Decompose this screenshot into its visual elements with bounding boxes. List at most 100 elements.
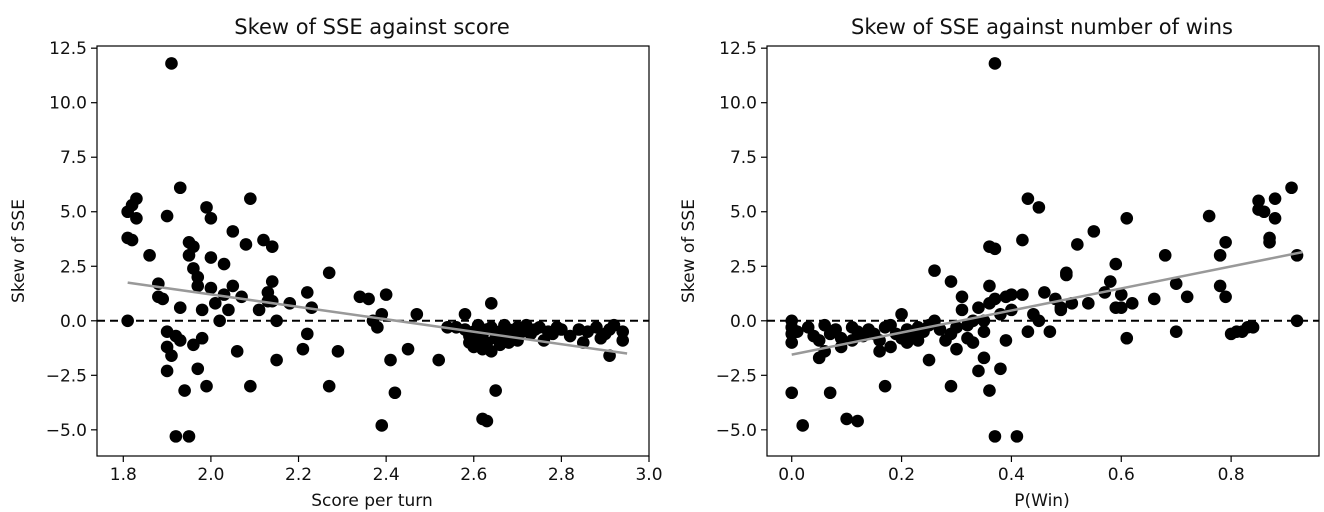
data-point — [834, 331, 848, 345]
data-point — [226, 279, 240, 293]
data-point — [362, 292, 375, 306]
data-point — [191, 270, 205, 284]
data-point — [616, 334, 630, 347]
data-point — [204, 251, 218, 264]
data-point — [983, 279, 996, 293]
data-point — [590, 321, 603, 334]
y-tick-label: 2.5 — [60, 257, 87, 277]
chart-left: Skew of SSE against score 1.8 2.0 2.2 2.4 2.… — [9, 15, 663, 511]
data-point — [480, 414, 494, 428]
x-axis-label: P(Win) — [1014, 491, 1069, 511]
data-point — [977, 351, 991, 365]
data-point — [401, 342, 415, 356]
data-point — [125, 233, 139, 247]
data-point — [1285, 181, 1298, 195]
data-point — [555, 323, 568, 336]
trend-line — [791, 250, 1303, 356]
data-point — [265, 275, 279, 288]
data-point — [966, 336, 980, 349]
data-point — [563, 329, 577, 343]
data-point — [191, 362, 205, 376]
data-point — [252, 303, 266, 317]
data-point — [1219, 290, 1232, 304]
data-point — [1021, 192, 1035, 205]
x-ticks: 1.8 2.0 2.2 2.4 2.6 2.8 3.0 — [110, 456, 663, 485]
y-tick-label: −2.5 — [46, 366, 87, 386]
data-point — [1246, 321, 1260, 334]
x-ticks: 0.0 0.2 0.4 0.6 0.8 — [778, 456, 1245, 485]
chart-title: Skew of SSE against score — [234, 15, 510, 39]
data-point — [1114, 301, 1128, 315]
data-point — [955, 290, 969, 304]
data-point — [616, 325, 630, 338]
data-point — [432, 353, 446, 367]
data-point — [178, 384, 191, 397]
data-point — [988, 430, 1002, 443]
data-point — [204, 211, 218, 225]
chart-title: Skew of SSE against number of wins — [851, 15, 1233, 39]
data-point — [270, 353, 283, 367]
data-point — [1109, 257, 1123, 271]
data-point — [244, 379, 257, 393]
data-point — [988, 57, 1002, 70]
data-point — [1043, 325, 1057, 338]
data-point — [928, 264, 941, 277]
data-point — [988, 242, 1002, 256]
y-tick-label: 0.0 — [730, 312, 757, 332]
data-point — [977, 325, 991, 338]
data-point — [922, 353, 936, 367]
data-point — [944, 275, 958, 288]
data-point — [1268, 211, 1282, 225]
data-point — [300, 327, 314, 341]
y-ticks: −5.0 −2.5 0.0 2.5 5.0 7.5 10.0 12.5 — [716, 39, 767, 441]
data-point — [239, 238, 253, 251]
data-point — [331, 345, 345, 358]
data-point — [156, 292, 170, 306]
data-point — [173, 181, 187, 195]
data-point — [1005, 288, 1018, 301]
data-point — [270, 314, 283, 328]
data-point — [204, 281, 218, 295]
data-point — [1010, 430, 1024, 443]
y-tick-label: 7.5 — [60, 148, 87, 168]
data-point — [1038, 286, 1051, 299]
data-point — [895, 307, 908, 321]
data-point — [1252, 194, 1265, 208]
data-point — [950, 321, 963, 334]
x-tick-label: 0.8 — [1218, 465, 1245, 485]
data-point — [1257, 205, 1271, 219]
data-point — [1147, 292, 1161, 306]
data-point — [484, 345, 498, 358]
data-point — [840, 412, 853, 426]
data-point — [265, 294, 279, 308]
x-axis-label: Score per turn — [311, 491, 433, 511]
data-point — [790, 325, 804, 338]
data-point — [823, 386, 837, 400]
plot-area — [97, 57, 649, 443]
data-point — [1120, 211, 1134, 225]
data-point — [165, 57, 178, 70]
data-point — [489, 384, 502, 397]
x-tick-label: 0.0 — [778, 465, 805, 485]
data-point — [165, 349, 178, 362]
data-point — [972, 364, 985, 378]
data-point — [265, 240, 279, 253]
data-point — [208, 297, 222, 310]
data-point — [878, 379, 892, 393]
data-point — [1213, 279, 1227, 293]
x-tick-label: 3.0 — [635, 465, 662, 485]
data-point — [1032, 201, 1046, 214]
trend-line — [127, 281, 628, 355]
data-point — [230, 345, 244, 358]
y-tick-label: 0.0 — [60, 312, 87, 332]
x-tick-label: 2.6 — [460, 465, 487, 485]
data-point — [257, 233, 270, 247]
data-point — [988, 292, 1002, 306]
data-point — [1060, 268, 1073, 282]
data-point — [195, 331, 209, 345]
data-point — [375, 419, 389, 432]
y-tick-label: 10.0 — [49, 94, 87, 114]
y-ticks: −5.0 −2.5 0.0 2.5 5.0 7.5 10.0 12.5 — [46, 39, 97, 441]
data-point — [1087, 225, 1101, 238]
